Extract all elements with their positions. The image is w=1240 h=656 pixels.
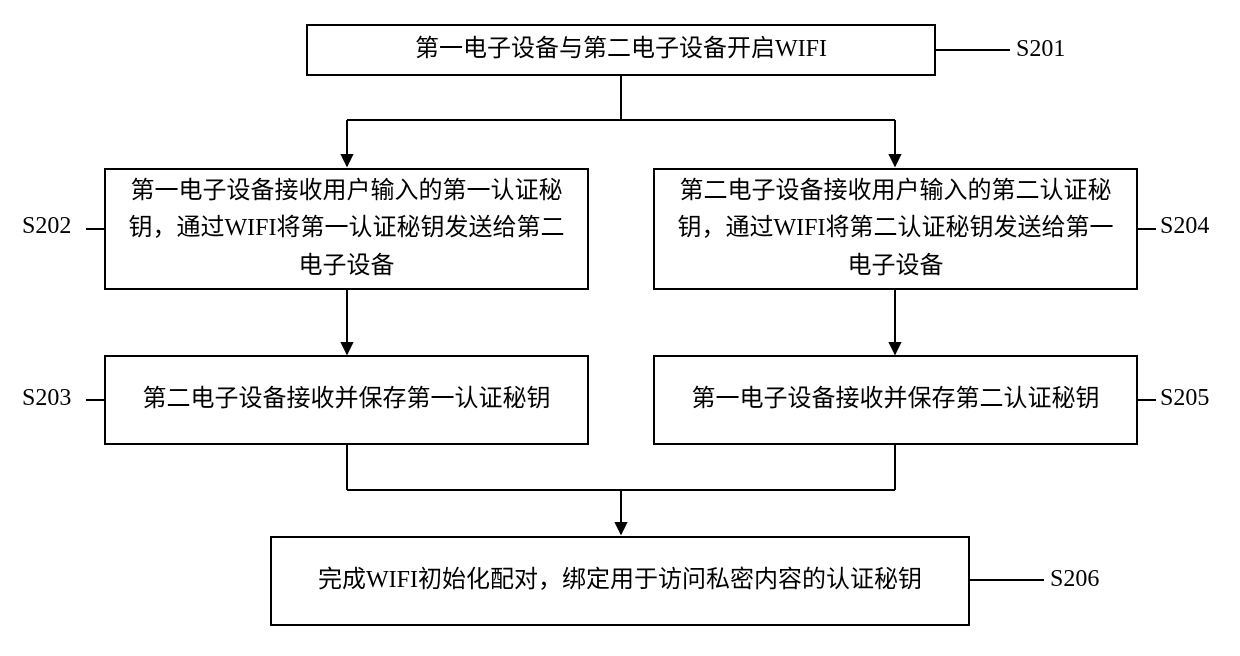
step-s202: 第一电子设备接收用户输入的第一认证秘钥，通过WIFI将第一认证秘钥发送给第二电子… (104, 168, 589, 290)
step-text: 完成WIFI初始化配对，绑定用于访问私密内容的认证秘钥 (318, 562, 922, 599)
edge-group (347, 76, 895, 534)
step-text: 第一电子设备与第二电子设备开启WIFI (415, 31, 827, 68)
step-s206: 完成WIFI初始化配对，绑定用于访问私密内容的认证秘钥 (270, 536, 970, 626)
step-label-s205: S205 (1160, 385, 1209, 412)
step-label-s201: S201 (1016, 36, 1065, 63)
step-s205: 第一电子设备接收并保存第二认证秘钥 (653, 355, 1138, 445)
step-label-s204: S204 (1160, 213, 1209, 240)
step-text: 第二电子设备接收并保存第一认证秘钥 (143, 381, 551, 418)
step-label-s202: S202 (22, 213, 71, 240)
step-s204: 第二电子设备接收用户输入的第二认证秘钥，通过WIFI将第二认证秘钥发送给第一电子… (653, 168, 1138, 290)
step-label-s203: S203 (22, 385, 71, 412)
step-s201: 第一电子设备与第二电子设备开启WIFI (306, 24, 936, 76)
leader-group (86, 50, 1156, 580)
step-label-s206: S206 (1050, 566, 1099, 593)
step-text: 第一电子设备接收并保存第二认证秘钥 (692, 381, 1100, 418)
flowchart-canvas: 第一电子设备与第二电子设备开启WIFI 第一电子设备接收用户输入的第一认证秘钥，… (0, 0, 1240, 656)
step-s203: 第二电子设备接收并保存第一认证秘钥 (104, 355, 589, 445)
step-text: 第一电子设备接收用户输入的第一认证秘钥，通过WIFI将第一认证秘钥发送给第二电子… (122, 173, 571, 285)
step-text: 第二电子设备接收用户输入的第二认证秘钥，通过WIFI将第二认证秘钥发送给第一电子… (671, 173, 1120, 285)
